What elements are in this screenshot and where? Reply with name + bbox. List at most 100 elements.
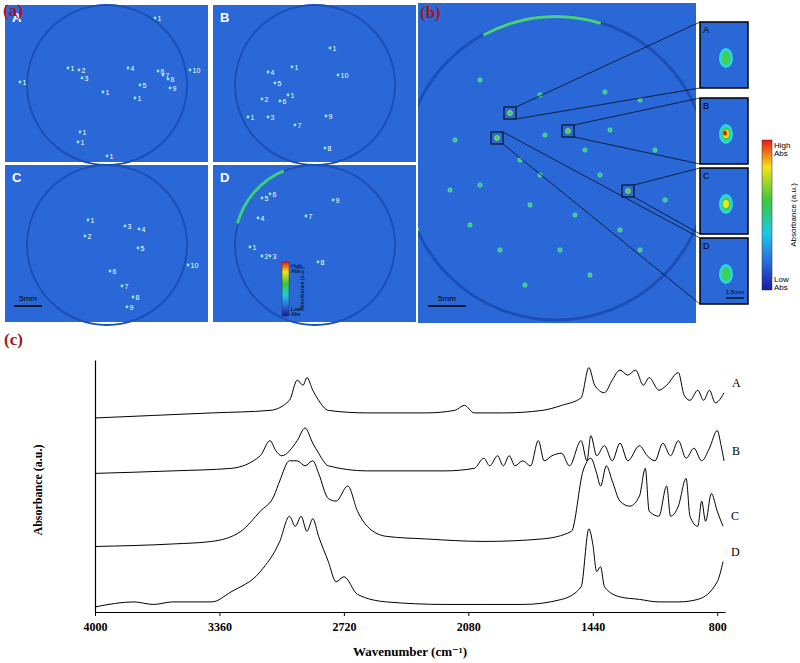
particle-label: 6: [273, 191, 277, 198]
x-tick: 800: [709, 612, 727, 634]
subpanel: 12345610789C: [5, 165, 208, 325]
x-tick-mark: [717, 612, 718, 616]
y-axis-title: Absorbance (a.u.): [31, 444, 45, 535]
particle: [169, 87, 172, 90]
colorbar: [762, 140, 772, 290]
x-tick-mark: [95, 612, 96, 616]
particle-label: 8: [328, 145, 332, 152]
particle: [332, 199, 335, 202]
connector: [503, 132, 700, 238]
particle: [87, 219, 90, 222]
particle-label: 8: [321, 259, 325, 266]
spot: [518, 158, 522, 162]
particle: [329, 47, 332, 50]
blob-core: [722, 267, 731, 281]
connector: [634, 168, 700, 185]
particle: [137, 247, 140, 250]
dish-edge: [236, 169, 284, 223]
series-label: D: [731, 545, 740, 559]
x-tick-label: 4000: [84, 620, 108, 634]
particle-label: 8: [171, 76, 175, 83]
inset: C: [700, 168, 748, 234]
blob-core: [723, 200, 729, 208]
particle-label: 5: [141, 245, 145, 252]
spot: [618, 228, 622, 232]
particle-label: 1: [138, 95, 142, 102]
blob-core: [723, 131, 727, 136]
inset: A: [700, 22, 748, 88]
particle-label: 3: [271, 114, 275, 121]
particle-label: 1: [81, 139, 85, 146]
particle: [134, 97, 137, 100]
particle: [154, 17, 157, 20]
particle-label: 2: [88, 233, 92, 240]
particle: [294, 124, 297, 127]
x-tick: 4000: [84, 612, 108, 634]
particle-label: 2: [82, 67, 86, 74]
particle-label: 6: [161, 68, 165, 75]
connector: [516, 88, 700, 119]
colorbar-title: Absorbance (a.u.): [299, 267, 305, 311]
particle: [132, 296, 135, 299]
dish-edge: [418, 112, 420, 232]
connector: [574, 137, 700, 164]
particle-label: 2: [265, 96, 269, 103]
blob: [719, 264, 733, 284]
scale-bar-label: 5mm: [19, 294, 37, 303]
dish-outline: [235, 165, 395, 325]
spot: [663, 198, 667, 202]
particle: [267, 116, 270, 119]
spot-box: [562, 125, 574, 137]
particle-label: 4: [131, 65, 135, 72]
particle-label: 1: [251, 114, 255, 121]
particle-label: 4: [271, 69, 275, 76]
particle: [84, 235, 87, 238]
particle: [291, 66, 294, 69]
particle-label: 1: [71, 65, 75, 72]
colorbar: [282, 262, 289, 316]
particle-label: 6: [113, 268, 117, 275]
particle: [247, 116, 250, 119]
x-tick: 3360: [208, 612, 232, 634]
inset-frame: [700, 238, 748, 304]
panel-label: (b): [420, 3, 441, 22]
spot: [653, 148, 657, 152]
particle: [187, 264, 190, 267]
particle: [305, 215, 308, 218]
x-tick-label: 2080: [457, 620, 481, 634]
particle-label: 3: [128, 223, 132, 230]
spot: [495, 136, 500, 141]
spot: [588, 273, 592, 277]
dish-outline: [27, 165, 187, 325]
y-axis: [95, 361, 96, 613]
connector: [574, 98, 700, 125]
panel-a: 112346781011591111A11045261319781B123456…: [5, 5, 416, 325]
series-label: B: [732, 444, 740, 458]
particle: [102, 91, 105, 94]
scale-bar-label: 5mm: [438, 294, 456, 303]
particle: [67, 67, 70, 70]
subpanel: 569471238D: [213, 165, 416, 325]
image-background: [5, 165, 208, 322]
dish-outline: [418, 16, 696, 320]
inset-scale-bar-label: 1.5mm: [726, 289, 744, 295]
particle: [261, 197, 264, 200]
particle: [261, 255, 264, 258]
spot: [566, 129, 571, 134]
x-tick: 2720: [332, 612, 356, 634]
particle-label: 5: [265, 195, 269, 202]
particle: [269, 255, 272, 258]
particle-label: 1: [291, 92, 295, 99]
particle-label: 1: [91, 217, 95, 224]
spot: [468, 223, 472, 227]
particle-label: 1: [110, 153, 114, 160]
x-tick-mark: [219, 612, 220, 616]
particle-label: 7: [125, 283, 129, 290]
spot: [478, 78, 482, 82]
spot: [603, 90, 607, 94]
particle-label: 10: [341, 72, 349, 79]
particle: [279, 100, 282, 103]
panel-b: ABCD5mm1.5mmHighAbsLowAbsAbsorbance (a.u…: [402, 3, 798, 323]
panel-label: (c): [4, 330, 23, 349]
spot: [508, 111, 513, 116]
